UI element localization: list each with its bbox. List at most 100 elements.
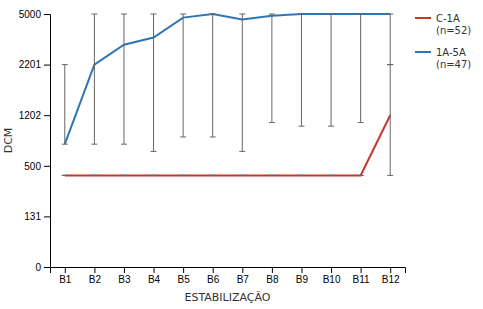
x-tick-mark xyxy=(361,267,362,273)
x-tick-label: B10 xyxy=(323,274,341,285)
x-tick-mark xyxy=(213,267,214,273)
error-bar-cap-low xyxy=(269,175,275,176)
x-tick-mark xyxy=(124,267,125,273)
error-bar-cap-high xyxy=(358,175,364,176)
x-tick: B9 xyxy=(296,267,309,285)
y-tick: 500 xyxy=(24,161,50,172)
legend-swatch xyxy=(415,51,431,53)
legend-item: 1A-5A(n=47) xyxy=(415,47,471,70)
error-bar-stem xyxy=(271,14,272,123)
legend-swatch xyxy=(415,17,431,19)
x-tick-mark xyxy=(272,267,273,273)
error-bar-cap-low xyxy=(239,151,245,152)
x-tick: B2 xyxy=(89,267,102,285)
error-bar xyxy=(358,175,364,176)
error-bar-cap-high xyxy=(298,14,304,15)
error-bar xyxy=(298,14,304,126)
error-bar-cap-low xyxy=(210,136,216,137)
y-tick-label: 5000 xyxy=(19,9,42,20)
x-tick: B1 xyxy=(59,267,72,285)
legend-label: 1A-5A(n=47) xyxy=(436,47,471,70)
x-tick: B10 xyxy=(323,267,341,285)
error-bar-cap-low xyxy=(298,126,304,127)
error-bar-cap-low xyxy=(62,144,68,145)
x-tick-label: B4 xyxy=(148,274,161,285)
error-bar-cap-high xyxy=(62,64,68,65)
x-tick-label: B7 xyxy=(237,274,250,285)
error-bar-cap-low xyxy=(62,175,68,176)
x-tick: B11 xyxy=(353,267,370,285)
error-bar-cap-low xyxy=(358,122,364,123)
y-tick: 0 xyxy=(35,262,50,273)
error-bar xyxy=(151,175,157,176)
x-tick-mark xyxy=(301,267,302,273)
error-bar xyxy=(210,175,216,176)
legend-label: C-1A(n=52) xyxy=(436,13,471,36)
error-bar-cap-high xyxy=(387,14,393,15)
y-axis: 0 131 500 1202 2201 5000 xyxy=(19,9,51,273)
plot: B1B2B3B4B5B6B7B8B9B10B11B120131500120222… xyxy=(2,9,471,304)
x-tick-label: B1 xyxy=(59,274,72,285)
legend-item: C-1A(n=52) xyxy=(415,13,471,36)
y-tick-mark xyxy=(44,14,50,15)
line xyxy=(65,14,390,144)
y-axis-title: DCM xyxy=(2,128,15,154)
x-tick: B3 xyxy=(118,267,131,285)
chart: B1B2B3B4B5B6B7B8B9B10B11B120131500120222… xyxy=(0,0,483,309)
y-tick-label: 2201 xyxy=(19,59,42,70)
series xyxy=(62,65,393,176)
error-bar xyxy=(387,65,393,176)
error-bar-cap-high xyxy=(62,175,68,176)
error-bar xyxy=(121,175,127,176)
y-tick-mark xyxy=(44,267,50,268)
error-bar-cap-high xyxy=(269,175,275,176)
error-bar-cap-high xyxy=(121,175,127,176)
error-bar xyxy=(62,65,68,145)
error-bar-stem xyxy=(301,14,302,126)
error-bar-stem xyxy=(360,14,361,123)
error-bar-cap-high xyxy=(151,175,157,176)
series xyxy=(62,14,393,151)
error-bar-stem xyxy=(94,14,95,144)
error-bar xyxy=(91,14,97,144)
x-axis: B1B2B3B4B5B6B7B8B9B10B11B12 xyxy=(51,267,406,285)
x-tick-mark xyxy=(183,267,184,273)
error-bar-cap-high xyxy=(298,175,304,176)
error-bar-cap-low xyxy=(91,144,97,145)
error-bar-cap-high xyxy=(239,175,245,176)
error-bar xyxy=(239,175,245,176)
x-tick: B7 xyxy=(237,267,250,285)
y-axis-line xyxy=(44,15,51,268)
y-tick: 1202 xyxy=(19,110,50,121)
legend: C-1A(n=52) 1A-5A(n=47) xyxy=(415,13,471,70)
error-bar-cap-low xyxy=(298,175,304,176)
error-bar-cap-high xyxy=(151,14,157,15)
x-tick-label: B12 xyxy=(382,274,400,285)
x-tick-mark xyxy=(65,267,66,273)
error-bar-stem xyxy=(331,14,332,126)
error-bar-cap-low xyxy=(210,175,216,176)
error-bar-cap-high xyxy=(328,175,334,176)
y-tick: 5000 xyxy=(19,9,50,20)
x-tick-mark xyxy=(390,267,391,273)
error-bar-cap-low xyxy=(151,151,157,152)
error-bar-cap-high xyxy=(269,14,275,15)
error-bar xyxy=(180,175,186,176)
error-bar xyxy=(387,14,393,65)
error-bar xyxy=(298,175,304,176)
y-tick-label: 131 xyxy=(24,211,41,222)
y-tick-label: 1202 xyxy=(19,110,42,121)
error-bar-stem xyxy=(153,14,154,151)
error-bar-cap-high xyxy=(210,175,216,176)
x-tick: B5 xyxy=(178,267,191,285)
y-tick-mark xyxy=(44,65,50,66)
error-bar-stem xyxy=(64,65,65,145)
error-bar xyxy=(358,14,364,123)
error-bar xyxy=(180,14,186,137)
x-tick-label: B8 xyxy=(266,274,279,285)
error-bar xyxy=(239,14,245,151)
x-tick: B8 xyxy=(266,267,279,285)
x-tick-label: B9 xyxy=(296,274,309,285)
error-bar-cap-high xyxy=(328,14,334,15)
error-bar-stem xyxy=(212,14,213,137)
